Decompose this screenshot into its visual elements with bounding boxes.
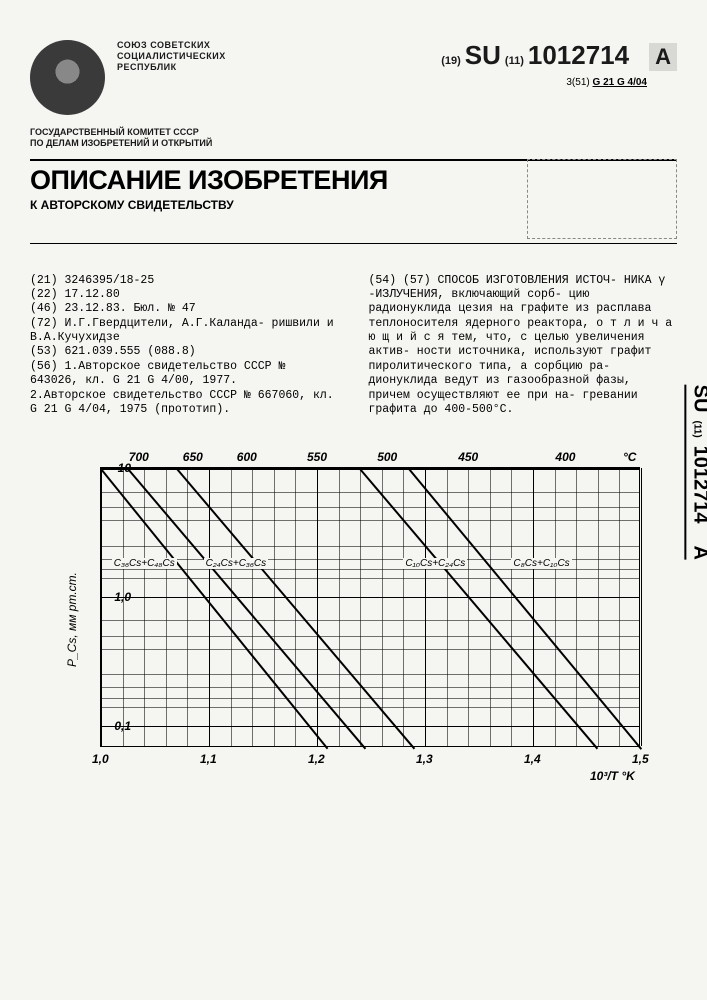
class-code: G 21 G 4/04	[593, 77, 647, 88]
union-l3: РЕСПУБЛИК	[117, 62, 226, 73]
x-tick: 1,4	[524, 752, 541, 766]
chart-annotation: C₂₄Cs+C₃₆Cs	[204, 558, 269, 569]
page-title: ОПИСАНИЕ ИЗОБРЕТЕНИЯ	[30, 165, 507, 196]
top-temp-label: 500	[377, 450, 397, 464]
field-53: (53) 621.039.555 (088.8)	[30, 345, 339, 359]
classification: 3(51) G 21 G 4/04	[441, 77, 677, 88]
field-72: (72) И.Г.Гвердцители, А.Г.Каланда- ришви…	[30, 317, 339, 346]
prefix-11: (11)	[505, 55, 524, 67]
x-tick: 1,2	[308, 752, 325, 766]
right-column: (54) (57) СПОСОБ ИЗГОТОВЛЕНИЯ ИСТОЧ- НИК…	[369, 274, 678, 418]
phase-line	[127, 469, 366, 750]
y-tick: 10	[118, 461, 131, 475]
committee-l1: ГОСУДАРСТВЕННЫЙ КОМИТЕТ СССР	[30, 127, 677, 138]
field-56b: 2.Авторское свидетельство СССР № 667060,…	[30, 389, 339, 418]
x-tick: 1,1	[200, 752, 217, 766]
y-tick: 0,1	[114, 719, 131, 733]
equilibrium-chart: 700650600550500450400°CC₃₆Cs+C₄₈CsC₂₄Cs+…	[100, 467, 640, 747]
union-l1: СОЮЗ СОВЕТСКИХ	[117, 40, 226, 51]
side-p11: (11)	[691, 420, 702, 437]
phase-line	[359, 469, 598, 750]
header: СОЮЗ СОВЕТСКИХ СОЦИАЛИСТИЧЕСКИХ РЕСПУБЛИ…	[30, 40, 677, 115]
side-su: SU	[688, 385, 707, 413]
x-tick: 1,3	[416, 752, 433, 766]
side-num: 1012714	[688, 446, 707, 524]
x-tick: 1,0	[92, 752, 109, 766]
divider	[30, 243, 677, 244]
document-number: (19) SU (11) 1012714 A	[441, 40, 677, 71]
top-temp-label: 550	[307, 450, 327, 464]
chart-annotation: C₈Cs+C₁₀Cs	[511, 558, 571, 569]
chart-annotation: C₃₆Cs+C₄₈Cs	[112, 558, 177, 569]
class-prefix: 3(51)	[566, 77, 589, 88]
chart-annotation: C₁₀Cs+C₂₄Cs	[403, 558, 467, 569]
top-temp-label: 400	[555, 450, 575, 464]
field-22: (22) 17.12.80	[30, 288, 339, 302]
field-46: (46) 23.12.83. Бюл. № 47	[30, 302, 339, 316]
committee-l2: ПО ДЕЛАМ ИЗОБРЕТЕНИЙ И ОТКРЫТИЙ	[30, 138, 677, 149]
field-5457: (54) (57)	[369, 274, 431, 287]
x-tick: 1,5	[632, 752, 649, 766]
union-label: СОЮЗ СОВЕТСКИХ СОЦИАЛИСТИЧЕСКИХ РЕСПУБЛИ…	[117, 40, 226, 72]
body-columns: (21) 3246395/18-25 (22) 17.12.80 (46) 23…	[30, 274, 677, 418]
top-unit: °C	[623, 450, 636, 464]
field-56a: (56) 1.Авторское свидетельство СССР № 64…	[30, 360, 339, 389]
top-temp-label: 650	[183, 450, 203, 464]
union-l2: СОЦИАЛИСТИЧЕСКИХ	[117, 51, 226, 62]
prefix-19: (19)	[441, 55, 461, 67]
top-temp-label: 450	[458, 450, 478, 464]
phase-line	[408, 469, 642, 750]
y-tick: 1,0	[114, 590, 131, 604]
y-axis-label: P_Cs, мм рт.ст.	[65, 572, 79, 667]
page-subtitle: К АВТОРСКОМУ СВИДЕТЕЛЬСТВУ	[30, 198, 507, 212]
field-21: (21) 3246395/18-25	[30, 274, 339, 288]
x-axis-label: 10³/T °K	[590, 769, 635, 783]
ussr-emblem-icon	[30, 40, 105, 115]
doc-kind: A	[649, 43, 677, 71]
chart-region: P_Cs, мм рт.ст. 700650600550500450400°CC…	[30, 467, 677, 787]
committee-label: ГОСУДАРСТВЕННЫЙ КОМИТЕТ СССР ПО ДЕЛАМ ИЗ…	[30, 127, 677, 149]
side-doc-marker: SU (11) 1012714 A	[684, 385, 707, 560]
country-code: SU	[465, 40, 501, 71]
top-temp-label: 600	[237, 450, 257, 464]
top-temp-label: 700	[129, 450, 149, 464]
left-column: (21) 3246395/18-25 (22) 17.12.80 (46) 23…	[30, 274, 339, 418]
stamp-placeholder	[527, 159, 677, 239]
side-suf: A	[688, 546, 707, 560]
number: 1012714	[528, 40, 629, 71]
